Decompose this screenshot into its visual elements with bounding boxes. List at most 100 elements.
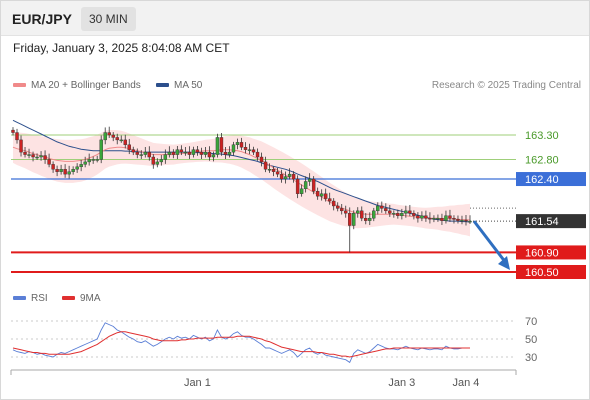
bull-candle (368, 217, 372, 221)
rsi-tick-label: 30 (525, 352, 537, 364)
bear-candle (311, 178, 316, 192)
ma9-swatch (62, 296, 75, 301)
bear-candle (151, 156, 156, 165)
bull-candle (303, 181, 308, 190)
bull-candle (71, 169, 75, 172)
bear-candle (448, 215, 452, 219)
bear-candle (15, 132, 19, 141)
bull-candle (231, 144, 236, 153)
rsi-tick-label: 50 (525, 334, 537, 346)
x-axis: Jan 1 Jan 3 Jan 4 (10, 369, 517, 389)
bull-candle (79, 164, 83, 168)
bear-candle (243, 147, 248, 150)
bear-candle (259, 156, 264, 163)
bull-candle (95, 159, 99, 161)
bull-candle (191, 149, 196, 155)
bull-candle (143, 151, 147, 155)
bear-candle (336, 205, 340, 209)
bull-candle (436, 217, 440, 220)
bear-candle (327, 198, 332, 202)
bull-candle (404, 210, 408, 214)
symbol-title: EUR/JPY (12, 11, 72, 27)
bear-candle (239, 142, 244, 148)
bear-candle (275, 171, 280, 175)
bull-candle (356, 210, 360, 214)
bull-candle (139, 154, 143, 156)
bear-candle (332, 200, 336, 207)
bear-candle (440, 217, 444, 221)
forecast-arrow-shaft (472, 220, 508, 264)
bear-candle (19, 139, 23, 153)
bear-candle (251, 149, 256, 153)
bear-candle (384, 208, 388, 212)
bear-candle (340, 208, 344, 212)
x-tick-label: Jan 3 (388, 377, 415, 389)
current-price-label: 161.54 (525, 216, 559, 228)
bollinger-band-area (13, 129, 470, 237)
bull-candle (175, 149, 180, 155)
bear-candle (219, 137, 224, 153)
bear-candle (428, 217, 432, 220)
bear-candle (380, 205, 384, 209)
ma50-line (12, 119, 471, 223)
bull-candle (287, 173, 292, 177)
bear-candle (179, 149, 184, 153)
bull-candle (163, 154, 168, 160)
bull-candle (460, 219, 464, 222)
bear-candle (388, 210, 392, 214)
resistance-label: 163.30 (525, 130, 559, 142)
bear-candle (11, 129, 15, 133)
bear-candle (51, 164, 55, 170)
x-tick-label: Jan 4 (453, 377, 480, 389)
bear-candle (396, 213, 400, 216)
candlesticks (11, 126, 472, 253)
bear-candle (131, 149, 135, 153)
resistance-label: 162.80 (525, 154, 559, 166)
bull-candle (59, 169, 63, 172)
bull-candle (283, 176, 288, 180)
x-tick-label: Jan 1 (184, 377, 211, 389)
bull-candle (103, 132, 107, 141)
ma20-swatch (13, 83, 26, 88)
support-label: 160.90 (525, 247, 559, 259)
bear-candle (135, 151, 139, 155)
bear-candle (31, 154, 35, 158)
bear-candle (107, 132, 111, 136)
bear-candle (291, 173, 296, 180)
bear-candle (323, 193, 328, 199)
bear-candle (315, 191, 320, 197)
bull-candle (215, 137, 220, 155)
bear-candle (279, 173, 284, 180)
bear-candle (115, 137, 119, 141)
bear-candle (364, 217, 368, 221)
bull-candle (247, 149, 252, 151)
bull-candle (227, 151, 232, 155)
bear-candle (408, 210, 412, 214)
bull-candle (444, 215, 448, 221)
bear-candle (344, 210, 348, 214)
legend-ma50: MA 50 (156, 80, 202, 91)
price-levels (11, 134, 516, 273)
bull-candle (211, 154, 216, 158)
bull-candle (27, 154, 31, 156)
bear-candle (412, 213, 416, 216)
bull-candle (183, 151, 188, 154)
forecast-arrow (472, 220, 510, 270)
bear-candle (127, 144, 131, 150)
forecast-arrow-head (498, 256, 510, 270)
bull-candle (167, 151, 172, 155)
bull-candle (87, 159, 91, 163)
bear-candle (360, 210, 364, 219)
bull-candle (400, 213, 404, 216)
bear-candle (147, 151, 151, 158)
timeframe-badge[interactable]: 30 MIN (81, 7, 136, 31)
bull-candle (432, 217, 436, 220)
bear-candle (255, 151, 260, 158)
bear-candle (263, 161, 268, 170)
bear-candle (452, 217, 456, 220)
bull-candle (39, 155, 43, 158)
bull-candle (155, 161, 160, 165)
bull-candle (267, 169, 272, 171)
ma50-swatch (156, 83, 169, 88)
